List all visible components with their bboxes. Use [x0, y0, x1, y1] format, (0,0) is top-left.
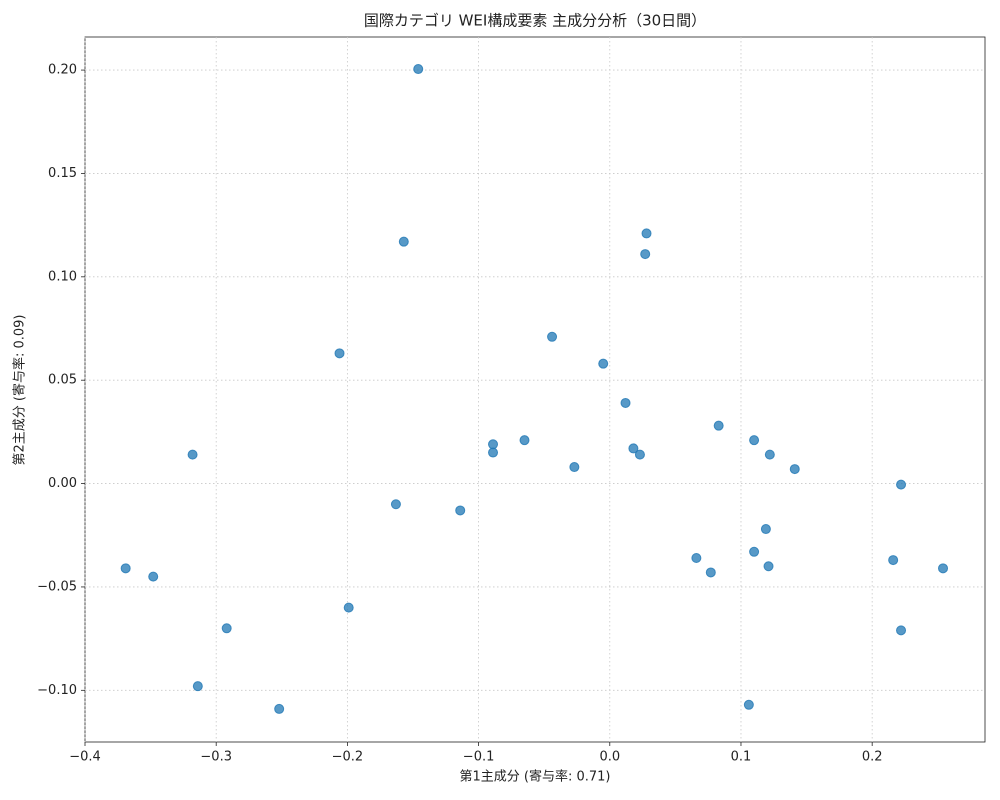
point — [763, 561, 774, 572]
point — [598, 358, 609, 369]
point — [691, 552, 702, 563]
x-axis-label: 第1主成分 (寄与率: 0.71) — [459, 769, 610, 785]
point — [749, 435, 760, 446]
point — [896, 625, 907, 636]
point — [743, 699, 754, 710]
x-tick-label: −0.3 — [200, 750, 232, 765]
point — [938, 563, 949, 574]
point — [390, 499, 401, 510]
point — [713, 420, 724, 431]
y-tick-label: 0.15 — [48, 166, 77, 181]
point — [749, 546, 760, 557]
y-tick-label: 0.10 — [48, 269, 77, 284]
point — [488, 447, 499, 458]
point — [455, 505, 466, 516]
point — [896, 479, 907, 490]
point — [620, 397, 631, 408]
point — [274, 703, 285, 714]
y-tick-label: 0.20 — [48, 63, 77, 78]
y-axis-label: 第2主成分 (寄与率: 0.09) — [12, 314, 28, 465]
point — [640, 249, 651, 260]
point — [413, 64, 424, 75]
x-tick-label: 0.2 — [862, 750, 883, 765]
point — [789, 464, 800, 475]
point — [148, 571, 159, 582]
y-tick-label: 0.05 — [48, 373, 77, 388]
point — [547, 331, 558, 342]
point — [641, 228, 652, 239]
point — [488, 439, 499, 450]
y-tick-label: −0.10 — [37, 683, 77, 698]
point — [569, 462, 580, 473]
y-tick-label: 0.00 — [48, 476, 77, 491]
point — [334, 348, 345, 359]
x-tick-label: −0.4 — [69, 750, 101, 765]
point — [192, 681, 203, 692]
x-tick-label: −0.1 — [463, 750, 495, 765]
point — [398, 236, 409, 247]
plot-frame — [84, 36, 986, 743]
point — [221, 623, 232, 634]
point — [705, 567, 716, 578]
point — [519, 435, 530, 446]
x-tick-label: 0.0 — [599, 750, 620, 765]
point — [343, 602, 354, 613]
point — [634, 449, 645, 460]
x-tick-label: 0.1 — [731, 750, 752, 765]
point — [760, 524, 771, 535]
point — [628, 443, 639, 454]
point — [764, 449, 775, 460]
point — [888, 555, 899, 566]
point — [120, 563, 131, 574]
y-tick-label: −0.05 — [37, 579, 77, 594]
x-tick-label: −0.2 — [332, 750, 364, 765]
point — [187, 449, 198, 460]
chart-title: 国際カテゴリ WEI構成要素 主成分分析（30日間） — [364, 12, 706, 30]
